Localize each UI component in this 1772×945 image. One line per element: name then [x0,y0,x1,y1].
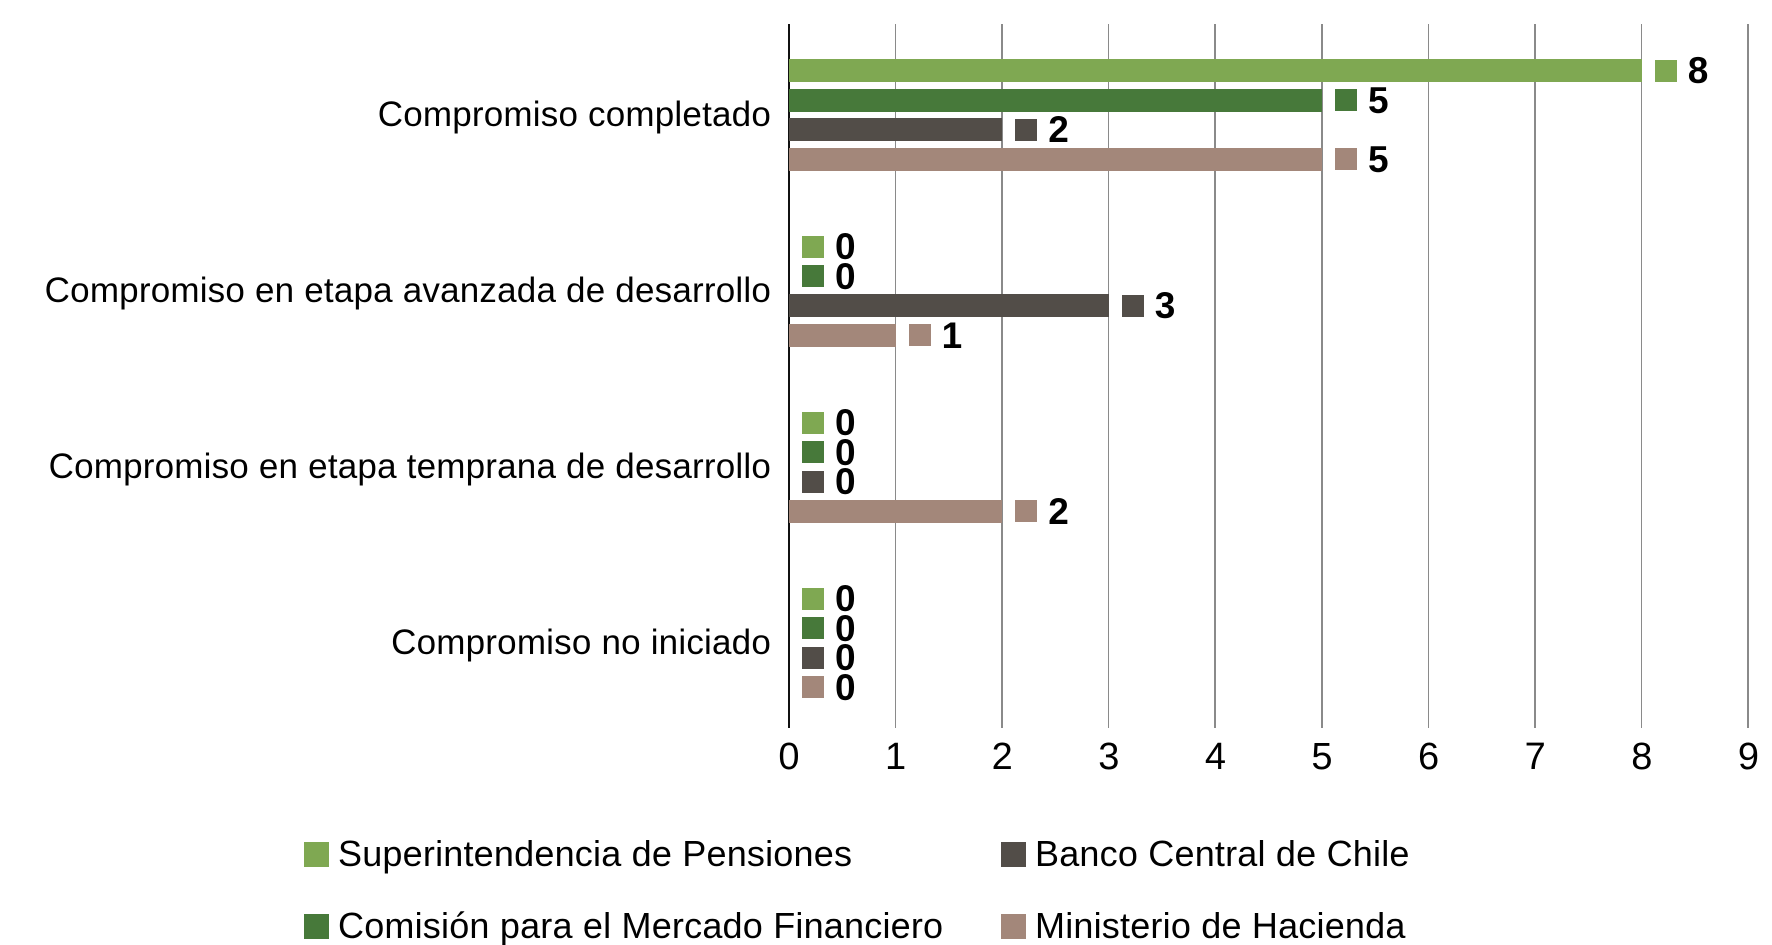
bar-value: 0 [835,461,856,502]
series-key-icon [802,676,824,698]
series-key-icon [802,411,824,434]
bar-value: 0 [835,226,856,267]
series-key-icon [1015,118,1038,141]
bar-value: 0 [835,578,856,619]
bar-value-label: 1 [908,317,962,354]
bar-value: 5 [1368,138,1389,180]
legend-label: Ministerio de Hacienda [1035,905,1406,945]
bar-value: 0 [835,255,856,297]
bar-value: 0 [835,637,856,678]
bar [789,118,1003,141]
series-key-icon [802,441,824,463]
bar-value-label: 0 [802,404,856,441]
gridline [1107,24,1110,728]
legend-key-icon [1001,913,1026,939]
y-axis-line [788,24,791,728]
bar-value-label: 0 [802,639,856,676]
bar-value-label: 2 [1015,493,1069,530]
bar-value-label: 5 [1335,141,1389,178]
legend-item: Comisión para el Mercado Financiero [304,905,943,945]
legend-label: Superintendencia de Pensiones [338,833,853,874]
bar-value-label: 0 [802,258,856,295]
series-key-icon [1121,294,1144,317]
series-key-icon [802,587,824,610]
bar [789,323,896,347]
bar [789,294,1109,317]
category-label: Compromiso en etapa avanzada de desarrol… [44,270,771,310]
bar [789,88,1322,112]
series-key-icon [1335,148,1357,170]
bar-value: 0 [835,431,856,473]
bar-value: 8 [1687,50,1709,91]
series-key-icon [802,617,824,639]
series-key-icon [802,470,824,493]
x-tick-label: 2 [991,736,1013,778]
bar-value: 3 [1154,285,1176,326]
legend-key-icon [304,913,329,939]
bar [789,59,1642,82]
x-tick-label: 5 [1311,736,1333,778]
category-label: Compromiso en etapa temprana de desarrol… [48,446,771,486]
bar-value-label: 5 [1335,82,1389,119]
x-tick-label: 9 [1737,736,1759,778]
series-key-icon [802,646,824,669]
legend-item: Ministerio de Hacienda [1001,905,1406,945]
series-key-icon [908,324,931,346]
legend-item: Banco Central de Chile [1001,833,1410,875]
bar [789,499,1003,523]
bar-value: 0 [835,402,856,443]
x-tick-label: 4 [1204,736,1226,778]
legend-label: Banco Central de Chile [1035,833,1410,874]
bar-value: 0 [835,666,856,708]
x-tick-label: 3 [1098,736,1120,778]
series-key-icon [1015,500,1038,522]
bar-value-label: 0 [802,580,856,617]
x-tick-label: 6 [1418,736,1440,778]
gridline [1747,24,1749,728]
category-label: Compromiso completado [377,94,771,134]
legend-item: Superintendencia de Pensiones [304,833,852,875]
bar-value-label: 0 [802,434,856,471]
bar [789,147,1322,171]
gridline [1427,24,1430,728]
bar-value-label: 0 [802,610,856,647]
gridline [1640,24,1643,728]
series-key-icon [1335,89,1357,111]
gridline [1001,24,1003,728]
x-tick-label: 7 [1524,736,1546,778]
bar-value: 0 [835,607,856,649]
gridline [1534,24,1536,728]
bar-value: 1 [941,314,963,356]
bar-value-label: 0 [802,463,856,500]
gridline [894,24,897,728]
gridline [1214,24,1216,728]
x-tick-label: 8 [1631,736,1653,778]
bar-value-label: 0 [802,669,856,706]
x-tick-label: 0 [778,736,800,778]
legend-key-icon [1001,841,1026,867]
bar-value: 5 [1368,79,1389,121]
bar-value: 2 [1048,109,1069,150]
category-label: Compromiso no iniciado [391,622,771,662]
x-tick-label: 1 [885,736,907,778]
bar-value-label: 8 [1654,52,1708,89]
bar-value-label: 0 [802,228,856,265]
bar-value-label: 3 [1121,287,1175,324]
legend-label: Comisión para el Mercado Financiero [338,905,944,945]
series-key-icon [802,265,824,287]
series-key-icon [1654,59,1677,82]
legend-key-icon [304,841,329,867]
bar-value: 2 [1048,490,1069,532]
gridline [1321,24,1323,728]
series-key-icon [802,235,824,258]
bar-value-label: 2 [1015,111,1069,148]
